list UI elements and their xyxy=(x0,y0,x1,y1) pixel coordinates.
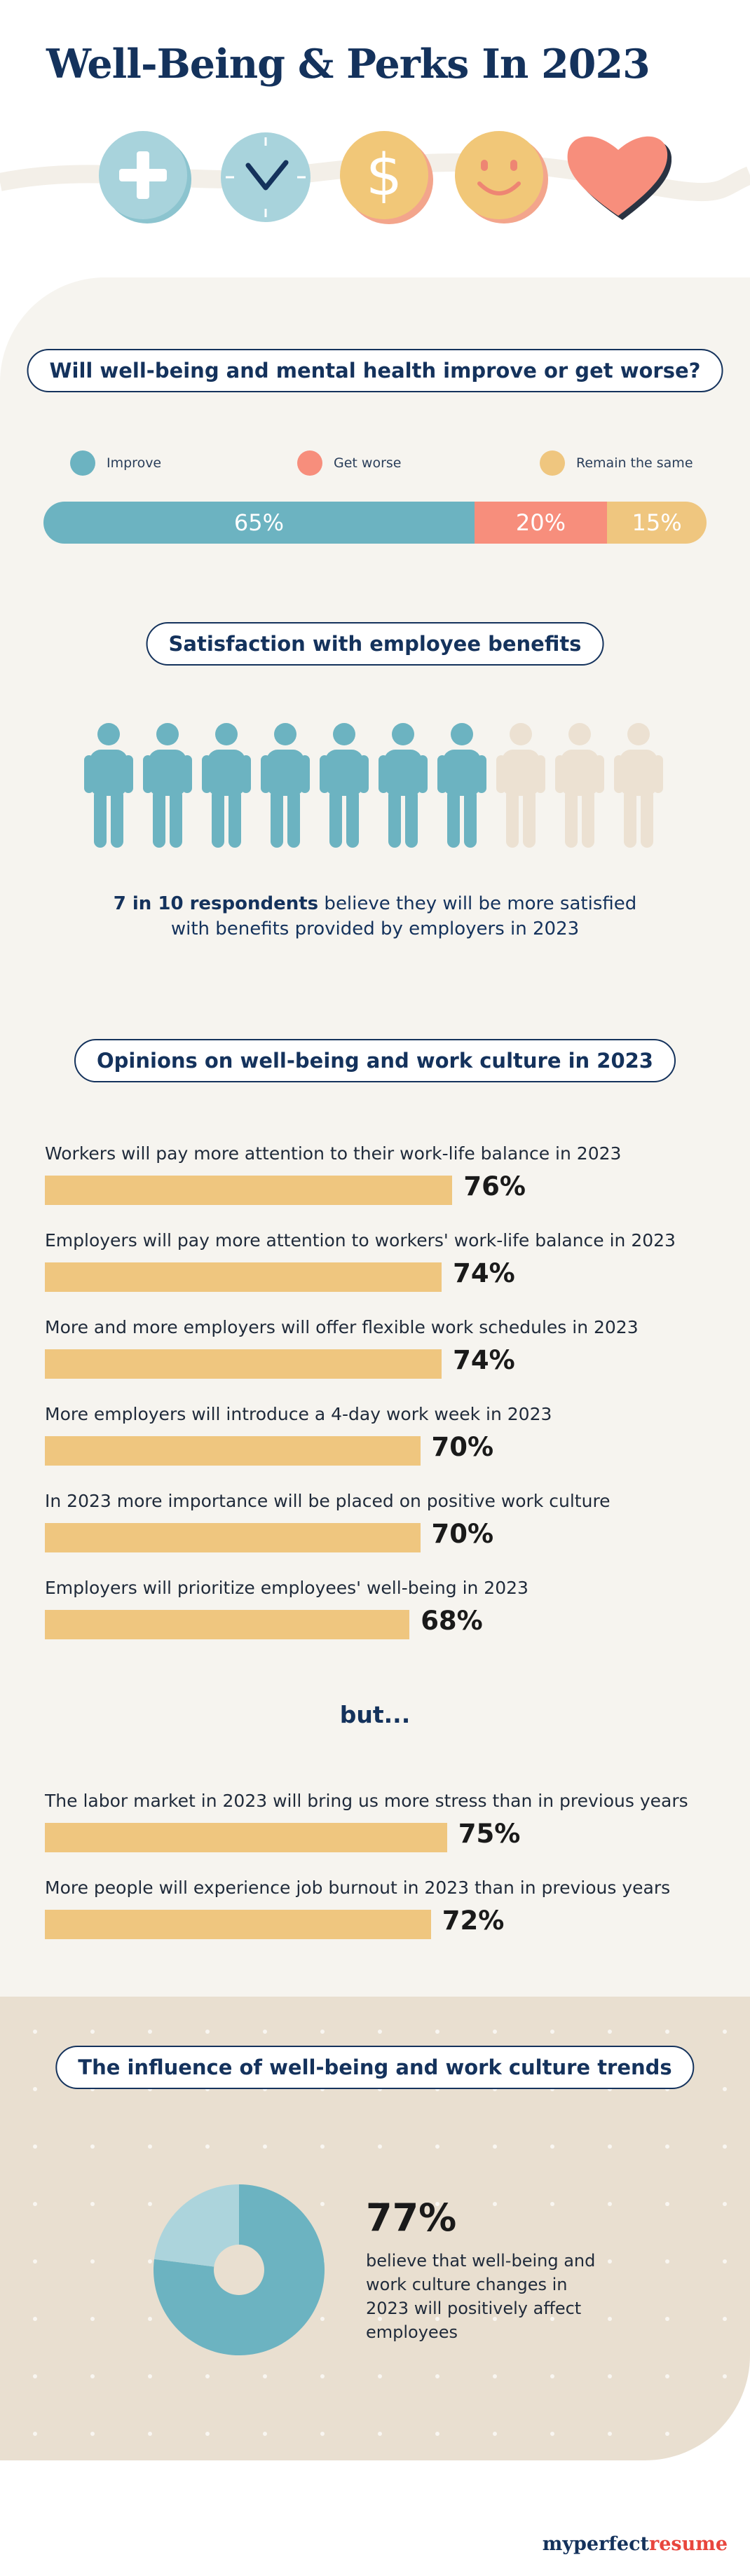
pictogram-people xyxy=(84,723,663,848)
dot-pattern-decoration xyxy=(33,2030,727,2436)
section-title-mental-health: Will well-being and mental health improv… xyxy=(27,349,723,392)
heart-icon xyxy=(567,136,671,220)
section-title-opinions: Opinions on well-being and work culture … xyxy=(74,1039,676,1082)
opinion-bar-6 xyxy=(45,1610,410,1639)
donut-chart xyxy=(154,2184,325,2355)
but-separator: but... xyxy=(339,1701,411,1728)
brand-part2: resume xyxy=(649,2533,728,2555)
opinion-bar-1 xyxy=(45,1176,453,1205)
opinion-value-7: 75% xyxy=(458,1819,521,1849)
opinion-label-2: Employers will pay more attention to wor… xyxy=(45,1230,676,1251)
opinion-label-6: Employers will prioritize employees' wel… xyxy=(45,1578,529,1598)
person-icon-4 xyxy=(261,723,310,848)
opinion-label-3: More and more employers will offer flexi… xyxy=(45,1317,639,1337)
legend-remain-same-swatch xyxy=(540,450,565,476)
donut-slice-2 xyxy=(154,2184,239,2270)
person-icon-8 xyxy=(496,723,545,848)
section-title-benefits: Satisfaction with employee benefits xyxy=(146,622,604,666)
legend-improve: Improve xyxy=(70,450,161,476)
opinion-label-7: The labor market in 2023 will bring us m… xyxy=(45,1791,688,1811)
opinion-bar-8 xyxy=(45,1910,431,1939)
opinion-label-8: More people will experience job burnout … xyxy=(45,1878,671,1898)
benefits-statement-bold: 7 in 10 respondents xyxy=(113,893,319,914)
svg-text:$: $ xyxy=(366,142,402,209)
person-icon-5 xyxy=(320,723,369,848)
person-icon-2 xyxy=(143,723,192,848)
person-icon-3 xyxy=(202,723,251,848)
legend-get-worse-label: Get worse xyxy=(334,455,402,471)
opinion-value-8: 72% xyxy=(442,1906,505,1936)
stacked-bar-mental-health: 65% 20% 15% xyxy=(43,502,707,544)
person-icon-6 xyxy=(379,723,428,848)
donut-hole xyxy=(214,2245,264,2295)
opinion-label-4: More employers will introduce a 4-day wo… xyxy=(45,1404,552,1424)
clock-icon xyxy=(221,132,311,222)
person-icon-10 xyxy=(614,723,663,848)
opinion-value-2: 74% xyxy=(453,1258,515,1288)
donut-description: believe that well-being and work culture… xyxy=(366,2251,596,2342)
person-icon-9 xyxy=(555,723,604,848)
benefits-statement-line1: believe they will be more satisfied xyxy=(318,893,637,914)
legend-improve-swatch xyxy=(70,450,95,476)
brand-part1: myperfect xyxy=(542,2533,650,2555)
person-icon-1 xyxy=(84,723,133,848)
opinion-label-5: In 2023 more importance will be placed o… xyxy=(45,1491,611,1511)
stacked-segment-2: 20% xyxy=(474,502,608,544)
smiley-icon xyxy=(455,131,548,223)
legend-get-worse-swatch xyxy=(297,450,322,476)
opinion-value-5: 70% xyxy=(431,1519,494,1549)
stacked-segment-1: 65% xyxy=(43,502,475,544)
opinion-value-3: 74% xyxy=(453,1345,515,1375)
person-icon-7 xyxy=(437,723,486,848)
opinion-bar-4 xyxy=(45,1436,421,1466)
opinion-value-4: 70% xyxy=(431,1432,494,1462)
legend-get-worse: Get worse xyxy=(297,450,401,476)
donut-value: 77% xyxy=(366,2196,457,2240)
opinion-value-1: 76% xyxy=(463,1171,526,1201)
stacked-segment-3: 15% xyxy=(607,502,707,544)
opinion-bar-2 xyxy=(45,1262,442,1292)
brand-logo: myperfectresume xyxy=(543,2533,728,2555)
page-title: Well-Being & Perks In 2023 xyxy=(46,41,650,88)
opinion-bar-5 xyxy=(45,1523,421,1552)
dollar-icon: $ xyxy=(340,131,433,224)
section-title-influence: The influence of well-being and work cul… xyxy=(55,2046,695,2089)
legend-improve-label: Improve xyxy=(107,455,162,471)
legend-remain-same: Remain the same xyxy=(540,450,693,476)
main-content-panel xyxy=(0,277,750,1998)
benefits-statement-line2: with benefits provided by employers in 2… xyxy=(170,918,580,939)
opinion-value-6: 68% xyxy=(421,1606,483,1636)
opinion-bar-7 xyxy=(45,1823,447,1852)
plus-icon xyxy=(99,131,191,223)
legend-remain-same-label: Remain the same xyxy=(576,455,693,471)
benefits-statement: 7 in 10 respondents believe they will be… xyxy=(0,891,750,942)
opinion-label-1: Workers will pay more attention to their… xyxy=(45,1143,622,1164)
opinion-bar-3 xyxy=(45,1349,442,1379)
